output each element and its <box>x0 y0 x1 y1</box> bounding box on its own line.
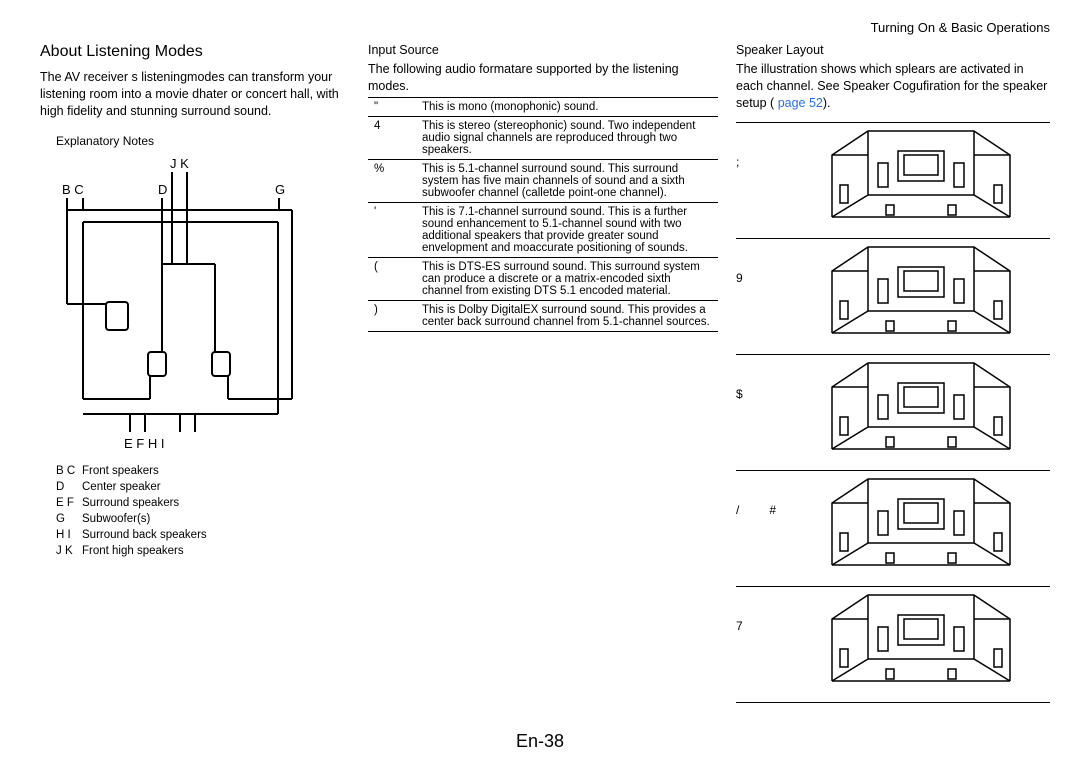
speaker-layout-para: The illustration shows which splears are… <box>736 61 1050 112</box>
room-diagram <box>826 357 1016 468</box>
page-link[interactable]: page 52 <box>778 96 823 110</box>
room-diagram <box>826 589 1016 700</box>
diagram-label-bc: B C <box>62 182 84 197</box>
about-title: About Listening Modes <box>40 43 350 61</box>
table-row: "This is mono (monophonic) sound. <box>368 97 718 116</box>
col-about: About Listening Modes The AV receiver s … <box>40 43 350 703</box>
layout-row: ; <box>736 122 1050 239</box>
diagram-label-d: D <box>158 182 167 197</box>
table-row: )This is Dolby DigitalEX surround sound.… <box>368 300 718 331</box>
diagram-label-efhi: E F H I <box>124 436 164 451</box>
input-source-para: The following audio formatare supported … <box>368 61 718 95</box>
col-speaker-layout: Speaker Layout The illustration shows wh… <box>736 43 1050 703</box>
explanatory-notes-label: Explanatory Notes <box>56 134 350 148</box>
header-section: Turning On & Basic Operations <box>40 20 1050 35</box>
room-diagram <box>826 125 1016 236</box>
room-diagram <box>826 473 1016 584</box>
layout-row: 7 <box>736 587 1050 703</box>
table-row: %This is 5.1-channel surround sound. Thi… <box>368 159 718 202</box>
speaker-layout-title: Speaker Layout <box>736 43 1050 57</box>
input-source-title: Input Source <box>368 43 718 57</box>
about-para: The AV receiver s listeningmodes can tra… <box>40 69 350 120</box>
speaker-diagram: J K B C D G <box>50 154 350 457</box>
format-table: "This is mono (monophonic) sound.4This i… <box>368 97 718 332</box>
speaker-layout-table: ; 9 <box>736 122 1050 703</box>
layout-row: $ <box>736 355 1050 471</box>
diagram-label-jk: J K <box>170 156 189 171</box>
room-diagram <box>826 241 1016 352</box>
col-input-source: Input Source The following audio formata… <box>368 43 718 703</box>
table-row: 4This is stereo (stereophonic) sound. Tw… <box>368 116 718 159</box>
diagram-label-g: G <box>275 182 285 197</box>
table-row: 'This is 7.1-channel surround sound. Thi… <box>368 202 718 257</box>
layout-row: /# <box>736 471 1050 587</box>
page-number: En-38 <box>0 731 1080 752</box>
diagram-legend: B CFront speakers DCenter speaker E FSur… <box>56 465 350 557</box>
layout-row: 9 <box>736 239 1050 355</box>
table-row: (This is DTS-ES surround sound. This sur… <box>368 257 718 300</box>
